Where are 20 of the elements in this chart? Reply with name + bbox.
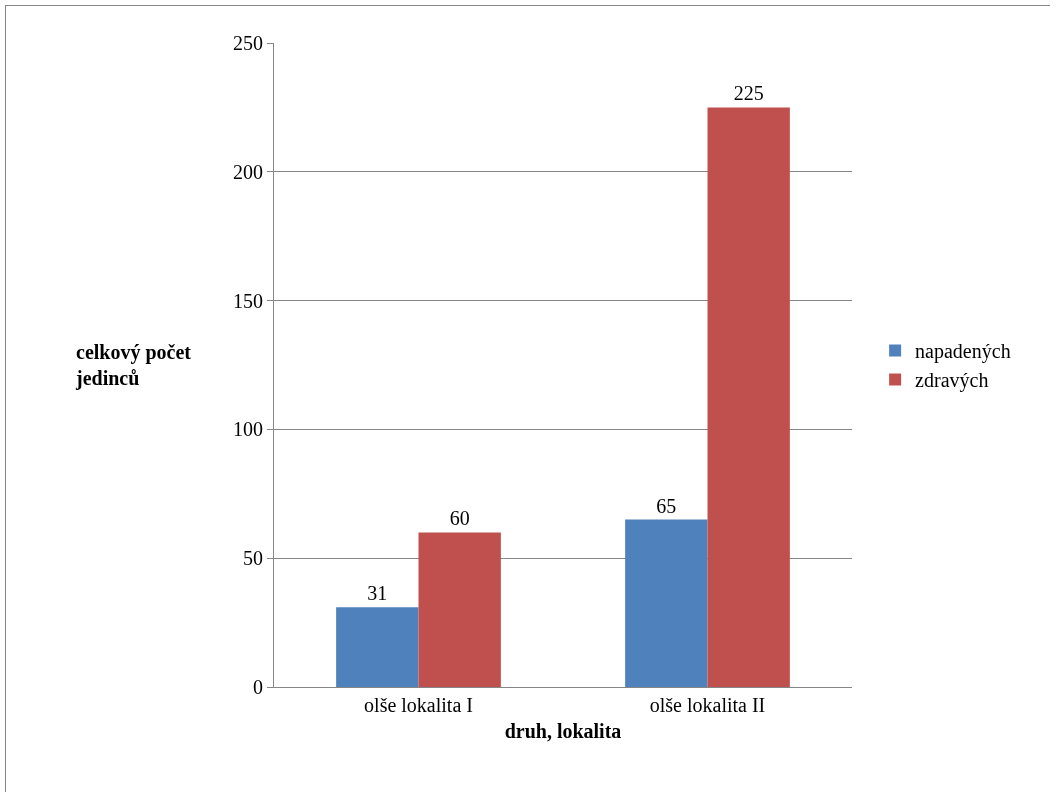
y-tick-label: 200: [233, 160, 263, 183]
y-tick-label: 50: [243, 547, 263, 570]
y-tick-label: 150: [233, 289, 263, 312]
y-tick-label: 100: [233, 418, 263, 441]
data-label: 65: [656, 494, 677, 517]
legend-label: napadených: [915, 340, 1011, 364]
bar: [707, 107, 790, 687]
data-label: 31: [367, 582, 388, 605]
y-axis-title: celkový počet jedinců: [75, 341, 192, 390]
y-tick-label: 250: [233, 32, 263, 54]
bar: [625, 519, 708, 687]
x-axis-title: druh, lokalita: [504, 719, 622, 742]
x-tick-label: olše lokalita I: [364, 694, 473, 716]
y-tick-label: 0: [253, 676, 263, 698]
data-label: 225: [733, 82, 764, 105]
legend-label: zdravých: [915, 369, 989, 393]
bar: [418, 532, 501, 687]
x-tick-label: olše lokalita II: [649, 694, 766, 716]
bar: [336, 607, 419, 687]
data-label: 60: [449, 507, 470, 530]
